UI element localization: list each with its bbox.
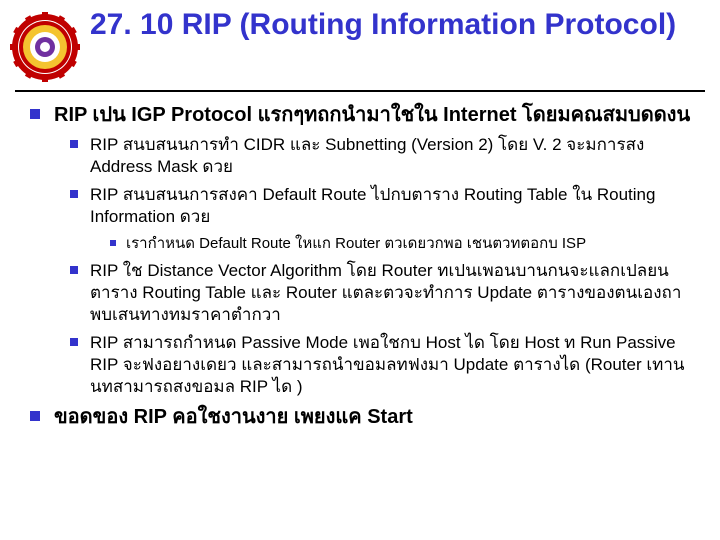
slide-content: RIP เปน IGP Protocol แรกๆทถกนำมาใชใน Int… xyxy=(0,102,720,430)
square-bullet-icon xyxy=(70,140,78,148)
lvl3-text: เรากำหนด Default Route ใหแก Router ตวเดย… xyxy=(126,234,586,254)
bullet-lvl1: RIP เปน IGP Protocol แรกๆทถกนำมาใชใน Int… xyxy=(30,102,700,128)
square-bullet-icon xyxy=(110,240,116,246)
slide: 27. 10 RIP (Routing Information Protocol… xyxy=(0,0,720,540)
bullet-lvl2: RIP ใช Distance Vector Algorithm โดย Rou… xyxy=(70,260,700,326)
bullet-lvl2: RIP สนบสนนการทำ CIDR และ Subnetting (Ver… xyxy=(70,134,700,178)
bullet-lvl1: ขอดของ RIP คอใชงานงาย เพยงแค Start xyxy=(30,404,700,430)
university-logo xyxy=(10,12,80,82)
slide-title: 27. 10 RIP (Routing Information Protocol… xyxy=(90,8,676,43)
bullet-lvl2: RIP สนบสนนการสงคา Default Route ไปกบตารา… xyxy=(70,184,700,228)
square-bullet-icon xyxy=(70,266,78,274)
bullet-lvl3: เรากำหนด Default Route ใหแก Router ตวเดย… xyxy=(110,234,700,254)
lvl2-text: RIP สามารถกำหนด Passive Mode เพอใชกบ Hos… xyxy=(90,332,700,398)
lvl1-text: RIP เปน IGP Protocol แรกๆทถกนำมาใชใน Int… xyxy=(54,102,690,128)
bullet-lvl2: RIP สามารถกำหนด Passive Mode เพอใชกบ Hos… xyxy=(70,332,700,398)
lvl2-text: RIP สนบสนนการสงคา Default Route ไปกบตารา… xyxy=(90,184,700,228)
lvl1-text: ขอดของ RIP คอใชงานงาย เพยงแค Start xyxy=(54,404,413,430)
lvl2-text: RIP สนบสนนการทำ CIDR และ Subnetting (Ver… xyxy=(90,134,700,178)
square-bullet-icon xyxy=(70,338,78,346)
slide-header: 27. 10 RIP (Routing Information Protocol… xyxy=(0,0,720,82)
square-bullet-icon xyxy=(70,190,78,198)
title-underline xyxy=(15,90,705,92)
square-bullet-icon xyxy=(30,109,40,119)
square-bullet-icon xyxy=(30,411,40,421)
lvl2-text: RIP ใช Distance Vector Algorithm โดย Rou… xyxy=(90,260,700,326)
